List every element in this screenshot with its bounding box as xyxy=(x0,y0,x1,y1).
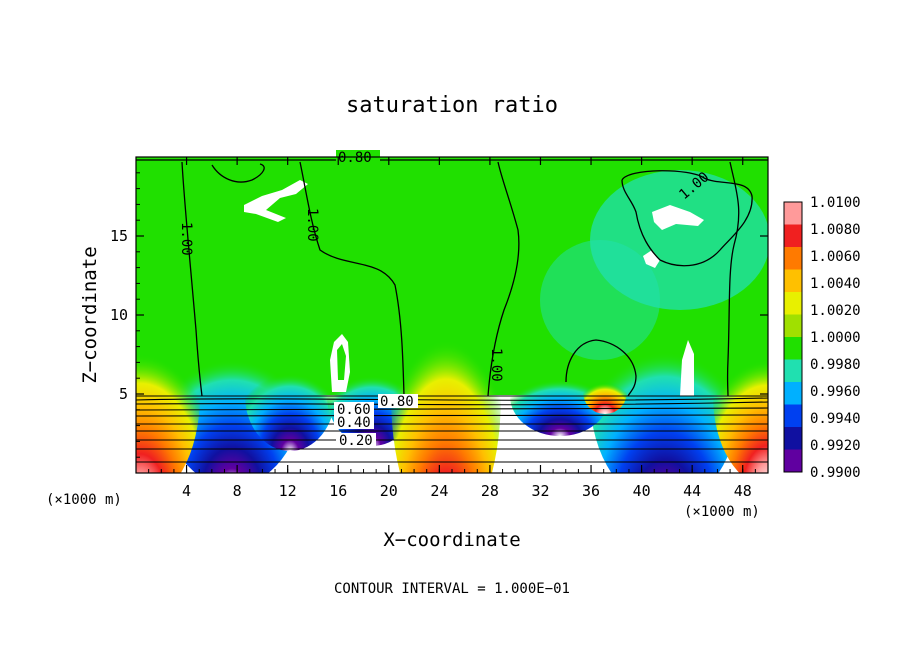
y-axis-title: Z−coordinate xyxy=(79,246,101,383)
colorbar-label: 1.0000 xyxy=(810,330,861,346)
colorbar: 1.0100 1.0080 1.0060 1.0040 1.0020 1.0000 0.99… xyxy=(783,195,861,481)
contour-label: 0.20 xyxy=(339,433,373,449)
contour-label: 1.00 xyxy=(178,222,194,256)
x-tick-label: 12 xyxy=(279,482,297,500)
x-tick-label: 20 xyxy=(380,482,398,500)
y-tick-label: 10 xyxy=(110,306,128,324)
x-tick-label: 28 xyxy=(481,482,499,500)
updraft-plume xyxy=(680,340,694,396)
colorbar-label: 0.9960 xyxy=(810,384,861,400)
contour-line xyxy=(565,339,637,397)
colorbar-label: 0.9980 xyxy=(810,357,861,373)
x-tick-label: 44 xyxy=(683,482,701,500)
contour-labels: 0.80 1.00 1.00 1.00 1.00 0.80 0.60 0.40 … xyxy=(178,150,712,449)
contour-label: 0.40 xyxy=(337,415,371,431)
contour-line xyxy=(181,161,203,397)
colorbar-swatch xyxy=(784,224,802,247)
colorbar-label: 1.0040 xyxy=(810,276,861,292)
x-tick-label: 48 xyxy=(734,482,752,500)
x-unit-label-left: (×1000 m) xyxy=(46,492,122,508)
contour-label: 1.00 xyxy=(304,208,320,242)
colorbar-label: 1.0080 xyxy=(810,222,861,238)
warm-region xyxy=(583,370,627,414)
colorbar-swatch xyxy=(784,359,802,382)
colorbar-swatch xyxy=(784,382,802,405)
colorbar-swatch xyxy=(784,449,802,472)
x-tick-label: 16 xyxy=(329,482,347,500)
colorbar-label: 0.9940 xyxy=(810,411,861,427)
x-axis: 4 8 12 16 20 24 28 32 36 40 44 48 xyxy=(148,157,756,500)
chart-title: saturation ratio xyxy=(346,93,558,118)
x-tick-label: 36 xyxy=(582,482,600,500)
colorbar-swatch xyxy=(784,337,802,360)
warm-region xyxy=(136,291,200,473)
contour-line xyxy=(211,163,265,183)
cloud-patch xyxy=(244,180,308,222)
cloud-patch xyxy=(652,205,704,230)
x-tick-label: 4 xyxy=(182,482,191,500)
x-tick-label: 40 xyxy=(633,482,651,500)
colorbar-label: 1.0020 xyxy=(810,303,861,319)
colorbar-swatch xyxy=(784,202,802,225)
colorbar-swatch xyxy=(784,247,802,270)
y-tick-label: 5 xyxy=(119,385,128,403)
contour-line xyxy=(136,414,768,417)
contour-label: 0.80 xyxy=(338,150,372,166)
cloud-patch xyxy=(643,250,660,268)
contour-line xyxy=(136,407,768,411)
contour-line xyxy=(726,161,740,397)
colorbar-label: 0.9920 xyxy=(810,438,861,454)
colorbar-label: 0.9900 xyxy=(810,465,861,481)
contour-line xyxy=(621,170,753,267)
contour-interval-note: CONTOUR INTERVAL = 1.000E−01 xyxy=(334,581,570,597)
colorbar-swatch xyxy=(784,292,802,315)
colorbar-frame xyxy=(783,201,803,473)
x-unit-label-right: (×1000 m) xyxy=(684,504,760,520)
warm-region xyxy=(391,256,501,473)
colorbar-label: 1.0100 xyxy=(810,195,861,211)
y-tick-label: 15 xyxy=(110,227,128,245)
y-axis: 5 10 15 xyxy=(110,172,768,458)
contour-label: 1.00 xyxy=(488,348,504,382)
updraft-plume xyxy=(337,344,346,380)
plot-area xyxy=(136,157,768,473)
x-axis-title: X−coordinate xyxy=(383,529,520,551)
contour-label: 0.60 xyxy=(337,402,371,418)
contour-line xyxy=(487,161,520,397)
contour-lines xyxy=(136,159,768,397)
contour-line xyxy=(299,161,405,397)
cold-region xyxy=(540,240,660,360)
colorbar-swatch xyxy=(784,314,802,337)
colorbar-swatch xyxy=(784,269,802,292)
colorbar-swatch xyxy=(784,404,802,427)
x-tick-label: 8 xyxy=(233,482,242,500)
contour-label: 0.80 xyxy=(380,394,414,410)
colorbar-swatch xyxy=(784,427,802,450)
colorbar-label: 1.0060 xyxy=(810,249,861,265)
x-tick-label: 32 xyxy=(531,482,549,500)
x-tick-label: 24 xyxy=(430,482,448,500)
